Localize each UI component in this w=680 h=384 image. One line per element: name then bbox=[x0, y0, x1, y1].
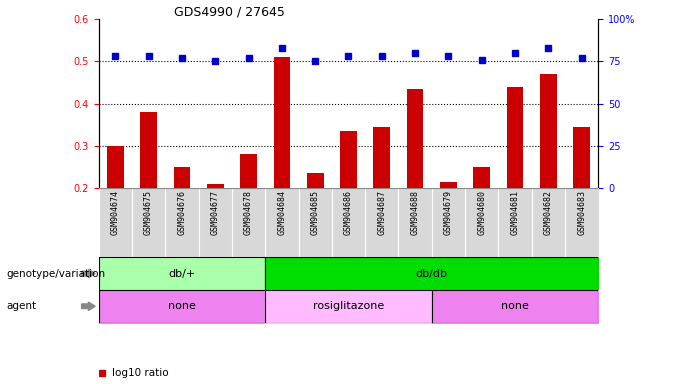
Text: GSM904679: GSM904679 bbox=[444, 190, 453, 235]
Text: GSM904684: GSM904684 bbox=[277, 190, 286, 235]
Text: GSM904676: GSM904676 bbox=[177, 190, 186, 235]
Text: GSM904680: GSM904680 bbox=[477, 190, 486, 235]
Text: GDS4990 / 27645: GDS4990 / 27645 bbox=[173, 5, 284, 18]
Bar bbox=[140, 112, 157, 188]
Bar bbox=[207, 184, 224, 188]
Text: GSM904675: GSM904675 bbox=[144, 190, 153, 235]
Text: GSM904677: GSM904677 bbox=[211, 190, 220, 235]
Text: GSM904681: GSM904681 bbox=[511, 190, 520, 235]
Text: GSM904678: GSM904678 bbox=[244, 190, 253, 235]
Bar bbox=[407, 89, 424, 188]
Text: GSM904687: GSM904687 bbox=[377, 190, 386, 235]
Bar bbox=[440, 182, 457, 188]
Text: GSM904674: GSM904674 bbox=[111, 190, 120, 235]
Bar bbox=[473, 167, 490, 188]
Text: GSM904683: GSM904683 bbox=[577, 190, 586, 235]
Text: db/+: db/+ bbox=[168, 268, 196, 279]
Text: none: none bbox=[168, 301, 196, 311]
Bar bbox=[173, 167, 190, 188]
Bar bbox=[307, 174, 324, 188]
Text: GSM904686: GSM904686 bbox=[344, 190, 353, 235]
Bar bbox=[507, 87, 524, 188]
Text: GSM904682: GSM904682 bbox=[544, 190, 553, 235]
Bar bbox=[240, 154, 257, 188]
Bar bbox=[540, 74, 557, 188]
Text: log10 ratio: log10 ratio bbox=[112, 368, 169, 379]
Text: rosiglitazone: rosiglitazone bbox=[313, 301, 384, 311]
Bar bbox=[340, 131, 357, 188]
Text: agent: agent bbox=[7, 301, 37, 311]
Text: genotype/variation: genotype/variation bbox=[7, 268, 106, 279]
Text: none: none bbox=[501, 301, 529, 311]
Bar bbox=[107, 146, 124, 188]
Text: GSM904688: GSM904688 bbox=[411, 190, 420, 235]
Bar bbox=[273, 57, 290, 188]
Text: GSM904685: GSM904685 bbox=[311, 190, 320, 235]
Bar bbox=[573, 127, 590, 188]
Bar bbox=[373, 127, 390, 188]
Text: db/db: db/db bbox=[415, 268, 448, 279]
